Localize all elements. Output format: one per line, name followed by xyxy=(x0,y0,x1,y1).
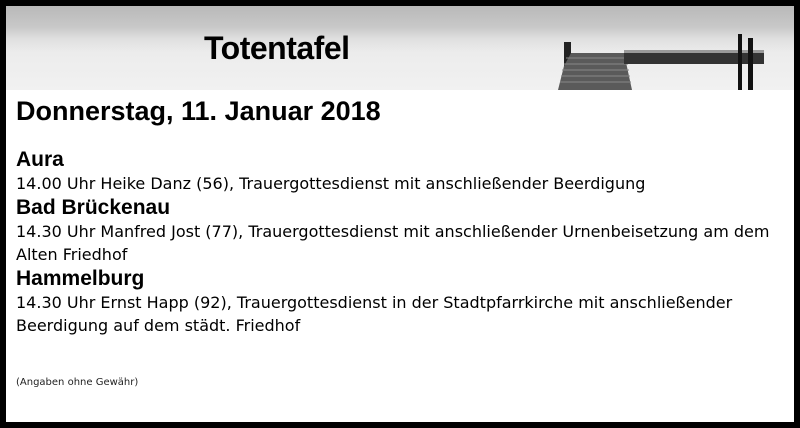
obituary-entry: 14.30 Uhr Ernst Happ (92), Trauergottesd… xyxy=(16,293,733,335)
obituary-entry: 14.00 Uhr Heike Danz (56), Trauergottesd… xyxy=(16,174,646,193)
obituary-entry: 14.30 Uhr Manfred Jost (77), Trauergotte… xyxy=(16,222,770,264)
location-aura: Aura 14.00 Uhr Heike Danz (56), Trauergo… xyxy=(16,148,786,195)
location-hammelburg: Hammelburg 14.30 Uhr Ernst Happ (92), Tr… xyxy=(16,267,786,337)
place-name: Hammelburg xyxy=(16,267,145,290)
place-name: Bad Brückenau xyxy=(16,196,171,219)
banner-title: Totentafel xyxy=(204,30,350,66)
listing: Aura 14.00 Uhr Heike Danz (56), Trauergo… xyxy=(16,148,786,338)
date-heading: Donnerstag, 11. Januar 2018 xyxy=(16,96,381,126)
disclaimer: (Angaben ohne Gewähr) xyxy=(16,377,139,388)
obituary-notice: Totentafel Donnerstag, 11. Januar 2018 A… xyxy=(6,6,794,422)
pier-image xyxy=(558,34,764,90)
location-bad-brueckenau: Bad Brückenau 14.30 Uhr Manfred Jost (77… xyxy=(16,196,786,266)
banner: Totentafel xyxy=(6,6,794,90)
place-name: Aura xyxy=(16,148,64,171)
